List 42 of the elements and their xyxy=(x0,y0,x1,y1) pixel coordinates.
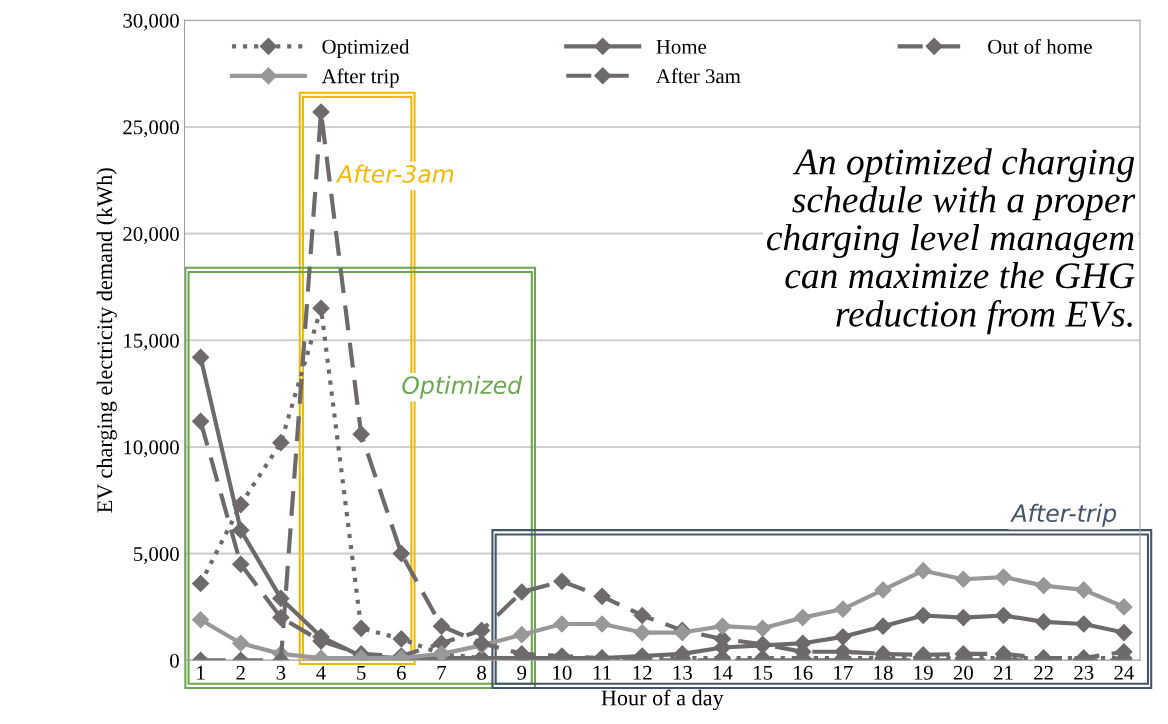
x-tick-label: 2 xyxy=(236,665,245,680)
y-tick-label: 20,000 xyxy=(123,226,179,245)
x-tick-label: 7 xyxy=(437,665,447,680)
x-tick-label: 16 xyxy=(794,665,813,680)
x-tick-label: 13 xyxy=(673,665,692,680)
x-tick-label: 10 xyxy=(553,665,572,680)
x-tick-label: 23 xyxy=(1074,665,1094,680)
x-axis-title: Hour of a day xyxy=(601,689,724,711)
x-tick-label: 4 xyxy=(316,665,326,680)
annotation: Optimized xyxy=(402,375,523,399)
annotation: After-trip xyxy=(1010,503,1117,527)
x-tick-label: 24 xyxy=(1114,665,1134,680)
y-axis-title: EV charging electricity demand (kWh) xyxy=(96,168,117,513)
y-tick-label: 30,000 xyxy=(123,13,179,31)
x-tick-label: 9 xyxy=(517,665,527,680)
legend-label: Optimized xyxy=(322,39,410,59)
x-tick-label: 5 xyxy=(357,665,366,680)
x-tick-label: 17 xyxy=(834,665,853,680)
x-tick-label: 18 xyxy=(874,665,893,680)
y-tick-label: 5,000 xyxy=(134,546,179,565)
x-tick-label: 6 xyxy=(397,665,406,680)
y-tick-label: 25,000 xyxy=(123,120,179,138)
x-tick-label: 19 xyxy=(914,665,933,680)
annotation: After-3am xyxy=(335,164,454,183)
x-tick-label: 20 xyxy=(953,665,973,680)
y-tick-label: 0 xyxy=(170,653,179,668)
annotation: An optimized charging schedule with a proper charging level managem can maximize the GHG reduction from EVs. xyxy=(767,148,1136,335)
x-tick-label: 14 xyxy=(713,665,733,680)
legend-label: Home xyxy=(656,39,707,54)
x-tick-label: 3 xyxy=(276,665,286,680)
y-tick-label: 15,000 xyxy=(124,333,179,351)
legend-label: After 3am xyxy=(656,68,741,84)
x-tick-label: 22 xyxy=(1034,665,1053,680)
legend-label: Out of home xyxy=(988,38,1092,54)
y-tick-label: 10,000 xyxy=(124,440,179,458)
x-tick-label: 8 xyxy=(477,665,487,680)
x-tick-label: 12 xyxy=(633,665,652,680)
x-tick-label: 1 xyxy=(197,665,205,680)
x-tick-label: 15 xyxy=(754,665,773,680)
x-tick-label: 11 xyxy=(593,665,611,680)
legend-label: After trip xyxy=(321,68,399,88)
x-tick-label: 21 xyxy=(993,665,1013,680)
